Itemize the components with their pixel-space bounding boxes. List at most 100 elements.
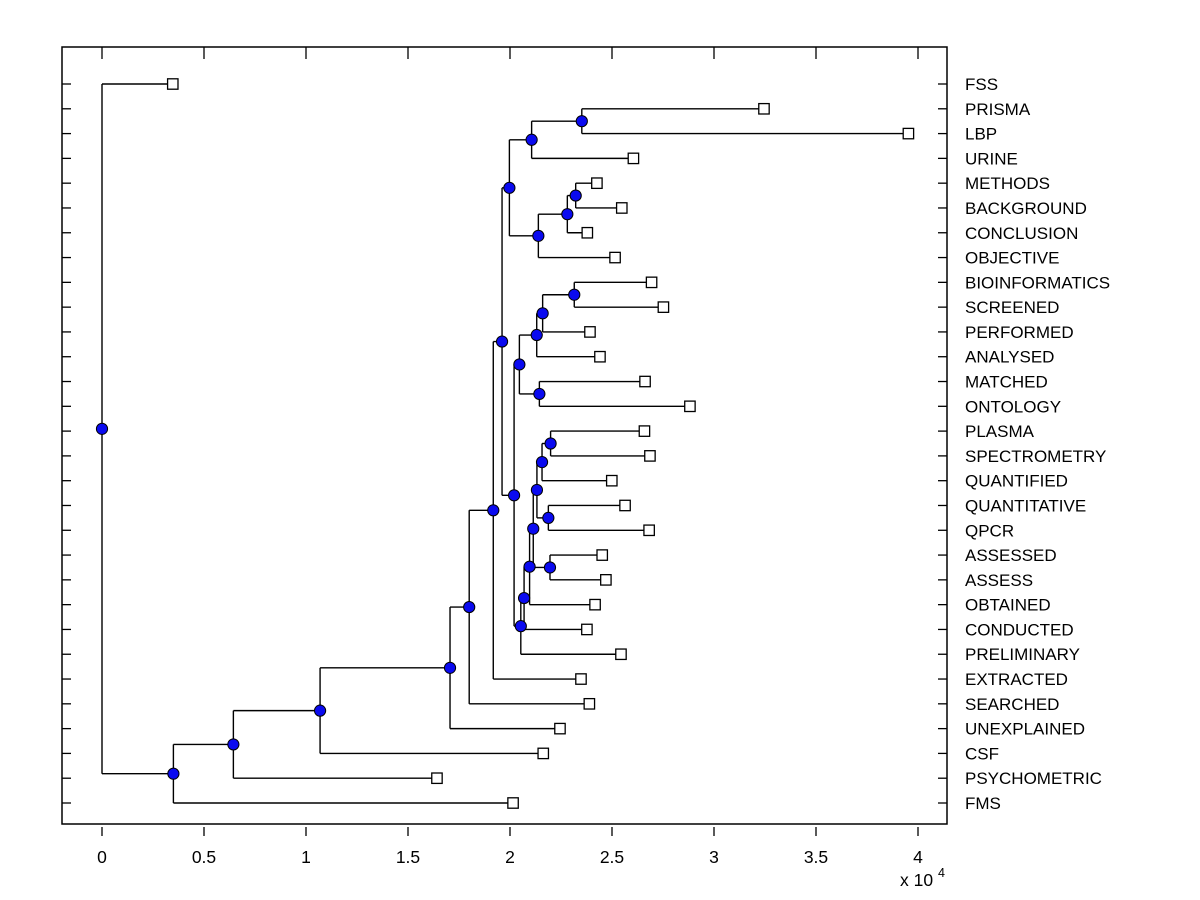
leaf-marker [507, 797, 519, 809]
node-dot [530, 328, 543, 342]
leaf-marker [643, 524, 655, 537]
node-dot [503, 181, 516, 194]
leaf-label: FMS [965, 794, 1001, 813]
leaf-label: SCREENED [965, 298, 1059, 317]
leaf-marker [627, 152, 640, 165]
node-dot [530, 483, 544, 497]
leaf-marker [591, 177, 603, 190]
leaf-marker [589, 598, 601, 611]
leaf-label: EXTRACTED [965, 670, 1068, 689]
node-dot [535, 455, 549, 469]
leaf-marker [645, 276, 658, 289]
leaf-marker [600, 574, 612, 586]
x-tick-label: 2.5 [600, 847, 624, 867]
leaf-marker [619, 499, 631, 512]
leaf-label: PERFORMED [965, 323, 1074, 342]
leaf-label: QUANTITATIVE [965, 496, 1086, 515]
leaf-marker [584, 326, 596, 338]
node-dot [514, 620, 527, 633]
leaf-marker [166, 78, 179, 90]
leaf-marker [684, 400, 696, 413]
leaf-marker [596, 549, 609, 561]
leaf-marker [581, 623, 593, 636]
leaf-label: ONTOLOGY [965, 397, 1061, 416]
leaf-label: CONDUCTED [965, 620, 1074, 639]
node-dot [95, 422, 109, 435]
plot-border [61, 46, 948, 825]
leaf-marker [605, 474, 618, 487]
leaf-label: PRISMA [965, 100, 1031, 119]
node-dot [487, 504, 500, 517]
x-tick-label: 2 [505, 847, 515, 867]
x-tick-label: 1.5 [396, 847, 420, 867]
leaf-label: ANALYSED [965, 348, 1054, 367]
node-dot [507, 489, 521, 502]
leaf-label: CONCLUSION [965, 224, 1078, 243]
node-dot [543, 561, 557, 574]
node-dot [463, 600, 476, 614]
node-dot [561, 208, 574, 221]
node-dot [569, 189, 582, 202]
leaf-marker [657, 301, 670, 313]
node-dot [443, 661, 457, 674]
leaf-marker [583, 697, 596, 710]
node-dot [533, 387, 546, 401]
leaf-marker [758, 102, 770, 115]
leaf-marker [609, 251, 621, 264]
node-dot [527, 522, 540, 535]
leaf-marker [615, 202, 628, 214]
node-dot [167, 767, 180, 780]
node-dot [517, 591, 531, 605]
leaf-marker [639, 375, 651, 388]
leaf-marker [902, 127, 915, 140]
leaf-label: URINE [965, 149, 1018, 168]
x-tick-label: 0 [97, 847, 107, 867]
node-dot [513, 358, 526, 371]
leaf-label: SPECTROMETRY [965, 447, 1106, 466]
leaf-marker [431, 772, 443, 785]
leaf-marker [638, 425, 651, 437]
leaf-marker [554, 722, 566, 735]
x-tick-label: 3 [709, 847, 719, 867]
leaf-marker [644, 450, 656, 462]
axis-multiplier: x 10 4 [900, 866, 945, 890]
node-dot [532, 229, 545, 242]
leaf-label: QUANTIFIED [965, 472, 1068, 491]
node-dot [542, 511, 555, 524]
leaf-label: UNEXPLAINED [965, 720, 1085, 739]
leaf-marker [594, 350, 606, 363]
leaf-label: FSS [965, 75, 998, 94]
leaf-label: MATCHED [965, 373, 1048, 392]
leaf-marker [537, 747, 550, 760]
leaf-label: OBJECTIVE [965, 249, 1059, 268]
leaf-label: SEARCHED [965, 695, 1059, 714]
node-dot [568, 288, 581, 301]
leaf-label: BIOINFORMATICS [965, 273, 1110, 292]
x-tick-label: 0.5 [192, 847, 216, 867]
leaf-label: PRELIMINARY [965, 645, 1080, 664]
leaf-label: OBTAINED [965, 596, 1051, 615]
leaf-label: BACKGROUND [965, 199, 1087, 218]
leaf-marker [581, 226, 594, 239]
node-dot [227, 738, 240, 751]
node-dot [544, 437, 557, 450]
node-dot [525, 133, 538, 146]
node-dot [536, 307, 549, 320]
node-dot [523, 560, 536, 573]
leaf-label: QPCR [965, 521, 1014, 540]
node-dot [313, 704, 327, 717]
leaf-label: PSYCHOMETRIC [965, 769, 1102, 788]
x-tick-label: 4 [913, 847, 923, 867]
x-tick-label: 3.5 [804, 847, 828, 867]
x-tick-label: 1 [301, 847, 311, 867]
leaf-label: CSF [965, 744, 999, 763]
leaf-label: PLASMA [965, 422, 1035, 441]
leaf-label: ASSESS [965, 571, 1033, 590]
leaf-label: LBP [965, 125, 997, 144]
leaf-marker [575, 673, 587, 685]
leaf-label: METHODS [965, 174, 1050, 193]
node-dot [575, 115, 588, 128]
node-dot [495, 335, 509, 348]
